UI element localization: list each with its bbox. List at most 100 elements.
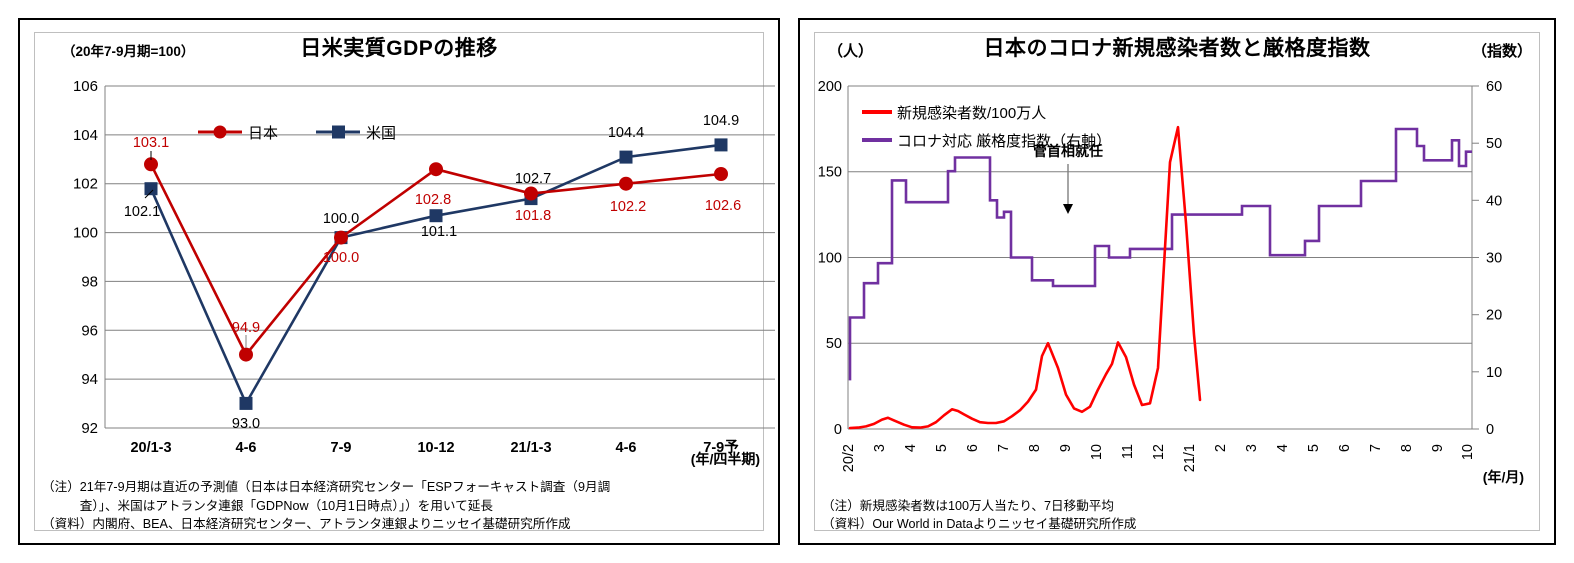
right-chart-svg: 200 150 100 50 0 60 50 40 30 20 10 [818,79,1502,472]
svg-text:7: 7 [996,444,1012,452]
xtick-1: 4-6 [236,440,257,456]
left-note-2: （資料）内閣府、BEA、日本経済研究センター、アトランタ連銀よりニッセイ基礎研究… [42,516,571,531]
label-us-0: 102.1 [124,204,160,220]
left-chart-panel: （20年7-9月期=100） 日米実質GDPの推移 106 104 102 10… [18,18,780,545]
left-data-labels: 103.1 94.9 100.0 102.8 101.8 102.2 102.6… [124,113,741,432]
right-chart-panel: （人） （指数） 日本のコロナ新規感染者数と厳格度指数 200 150 100 … [798,18,1556,545]
left-xtick-labels: 20/1-3 4-6 7-9 10-12 21/1-3 4-6 7-9予 [130,439,739,456]
label-jp-3: 102.8 [415,192,451,208]
svg-text:10: 10 [1486,365,1502,381]
series-us [144,138,728,410]
label-us-3: 101.1 [421,224,457,240]
xtick-4: 21/1-3 [510,440,551,456]
label-us-4: 102.7 [515,171,551,187]
svg-text:20: 20 [1486,308,1502,324]
left-chart-svg: 106 104 102 100 98 96 94 92 日本 米国 [73,78,775,456]
label-jp-0: 103.1 [133,135,169,151]
label-jp-5: 102.2 [610,199,646,215]
right-notes: （注）新規感染者数は100万人当たり、7日移動平均 （資料）Our World … [822,497,1544,534]
right-x-unit: (年/月) [1482,469,1524,485]
svg-text:0: 0 [834,422,842,438]
label-us-5: 104.4 [608,125,644,141]
left-note-0: （注）21年7-9月期は直近の予測値（日本は日本経済研究センター「ESPフォーキ… [42,480,611,495]
left-note-1: 査）」、米国はアトランタ連銀「GDPNow（10月1日時点）」）を用いて延長 [42,498,493,513]
svg-text:100: 100 [818,251,842,267]
left-leader-lines [144,151,247,348]
label-us-2: 100.0 [323,211,359,227]
right-ytick-left-labels: 200 150 100 50 0 [818,79,842,438]
svg-text:30: 30 [1486,251,1502,267]
right-unit-right: （指数） [1471,43,1532,60]
left-legend: 日本 米国 [198,125,396,142]
svg-text:3: 3 [1244,444,1260,452]
svg-text:98: 98 [81,273,98,290]
annotation-label: 菅首相就任 [1033,143,1103,159]
right-unit-left: （人） [828,43,874,60]
svg-text:4: 4 [1275,444,1291,452]
svg-text:6: 6 [965,444,981,452]
series-japan [144,157,728,362]
left-x-unit: (年/四半期) [690,451,760,467]
label-jp-1: 94.9 [232,320,260,336]
right-xtick-labels: 20/2 3 4 5 6 7 8 9 10 11 12 21/1 2 3 4 5… [841,444,1476,472]
right-chart-title: 日本のコロナ新規感染者数と厳格度指数 [983,37,1371,60]
xtick-5: 4-6 [616,440,637,456]
legend-marker-us [332,125,345,139]
svg-text:60: 60 [1486,79,1502,95]
svg-text:7: 7 [1368,444,1384,452]
svg-text:200: 200 [818,79,842,95]
svg-text:5: 5 [1306,444,1322,452]
legend-label-stringency: コロナ対応 厳格度指数（右軸） [897,133,1111,150]
label-jp-4: 101.8 [515,208,551,224]
svg-text:8: 8 [1027,444,1043,452]
svg-text:50: 50 [1486,136,1502,152]
left-unit-note: （20年7-9月期=100） [62,44,195,59]
svg-text:9: 9 [1430,444,1446,452]
svg-text:106: 106 [73,78,98,95]
svg-text:9: 9 [1058,444,1074,452]
svg-text:20/2: 20/2 [841,444,857,472]
svg-text:10: 10 [1460,444,1476,460]
legend-label-us: 米国 [366,125,396,142]
svg-text:104: 104 [73,127,98,144]
xtick-3: 10-12 [417,440,454,456]
xtick-6: 7-9予 [703,439,739,456]
legend-label-cases: 新規感染者数/100万人 [897,105,1046,122]
svg-text:94: 94 [81,371,98,388]
svg-text:12: 12 [1151,444,1167,460]
right-note-1: （資料）Our World in Dataよりニッセイ基礎研究所作成 [822,516,1137,531]
series-stringency [848,127,1472,381]
svg-text:21/1: 21/1 [1182,444,1198,472]
label-us-1: 93.0 [232,416,260,432]
series-new-cases [848,125,1202,430]
svg-text:5: 5 [934,444,950,452]
svg-text:3: 3 [872,444,888,452]
left-chart-title: 日米実質GDPの推移 [300,37,498,60]
label-us-6: 104.9 [703,113,739,129]
left-notes: （注）21年7-9月期は直近の予測値（日本は日本経済研究センター「ESPフォーキ… [42,478,768,533]
svg-text:11: 11 [1120,444,1136,459]
svg-text:4: 4 [903,444,919,452]
label-jp-2: 100.0 [323,250,359,266]
left-ytick-labels: 106 104 102 100 98 96 94 92 [73,78,98,437]
svg-text:2: 2 [1213,444,1229,452]
svg-text:8: 8 [1399,444,1415,452]
xtick-0: 20/1-3 [130,440,171,456]
right-ytick-right-labels: 60 50 40 30 20 10 0 [1472,79,1502,438]
right-legend: 新規感染者数/100万人 コロナ対応 厳格度指数（右軸） [862,105,1111,150]
svg-text:6: 6 [1337,444,1353,452]
svg-text:92: 92 [81,420,98,437]
left-gridlines [104,85,775,429]
xtick-2: 7-9 [331,440,352,456]
svg-text:50: 50 [826,336,842,352]
svg-text:150: 150 [818,165,842,181]
right-note-0: （注）新規感染者数は100万人当たり、7日移動平均 [822,498,1114,513]
svg-text:96: 96 [81,322,98,339]
svg-text:10: 10 [1089,444,1105,460]
label-jp-6: 102.6 [705,198,741,214]
svg-text:0: 0 [1486,422,1494,438]
legend-marker-japan [213,125,227,139]
svg-text:102: 102 [73,176,98,193]
svg-text:40: 40 [1486,193,1502,209]
